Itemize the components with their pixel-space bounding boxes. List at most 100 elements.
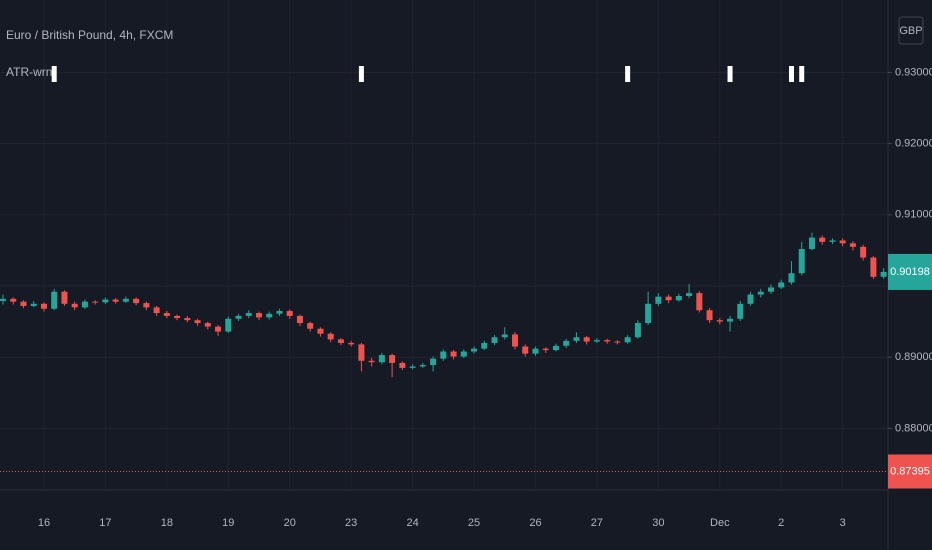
candle-body: [747, 294, 754, 304]
y-tick-label: 0.91000: [895, 209, 932, 221]
candle-body: [614, 341, 621, 343]
candle-body: [573, 337, 580, 341]
candle-body: [51, 291, 58, 309]
candle-body: [102, 299, 109, 303]
candle-body: [471, 348, 478, 352]
atr-warning: [788, 66, 794, 82]
candle-body: [81, 301, 88, 308]
chart-title: Euro / British Pound, 4h, FXCM: [6, 28, 173, 42]
candle-body: [40, 303, 47, 309]
x-tick-label: 23: [345, 517, 357, 529]
indicator-label: ATR-wrn: [6, 65, 52, 79]
candle-body: [30, 303, 37, 306]
x-tick-label: 3: [840, 517, 846, 529]
candle-body: [153, 307, 160, 314]
reference-price-label: 0.87395: [890, 465, 930, 477]
reference-price-box: [888, 454, 932, 489]
candle-body: [501, 334, 508, 338]
candle-body: [880, 271, 887, 277]
last-price-box: [888, 253, 932, 290]
x-tick-label: Dec: [710, 517, 730, 529]
candle-body: [307, 323, 314, 329]
candle-body: [133, 298, 140, 304]
candle-body: [71, 303, 78, 308]
candle-body: [634, 323, 641, 338]
candle-body: [215, 326, 222, 332]
atr-warning: [51, 66, 57, 82]
candle-body: [296, 315, 303, 324]
x-tick-label: 18: [161, 517, 173, 529]
candle-body: [675, 295, 682, 301]
candle-body: [860, 246, 867, 258]
candle-body: [378, 355, 385, 363]
candle-body: [317, 328, 324, 334]
candle-body: [348, 342, 355, 345]
candle-body: [849, 243, 856, 247]
candle-body: [757, 291, 764, 295]
candle-body: [624, 337, 631, 343]
candle-body: [20, 301, 27, 306]
candle-body: [112, 299, 119, 302]
x-tick-label: 16: [38, 517, 50, 529]
x-tick-label: 19: [222, 517, 234, 529]
candle-body: [440, 351, 447, 359]
candle-body: [92, 301, 99, 303]
candle-body: [768, 287, 774, 292]
x-tick-label: 26: [529, 517, 541, 529]
candle-body: [0, 298, 6, 301]
candle-body: [163, 313, 170, 316]
candle-body: [583, 337, 590, 342]
candle-body: [256, 313, 262, 318]
candle-body: [716, 320, 723, 322]
candle-body: [460, 351, 467, 357]
x-tick-label: 20: [284, 517, 296, 529]
candle-body: [327, 333, 334, 340]
candle-body: [819, 237, 826, 242]
currency[interactable]: GBP: [899, 25, 922, 37]
candle-body: [368, 360, 375, 363]
grid: [0, 71, 888, 429]
candle-body: [481, 342, 488, 349]
candle-body: [491, 337, 498, 343]
candle-body: [532, 348, 539, 354]
candle-body: [798, 248, 805, 274]
candle-body: [542, 348, 549, 351]
candle-body: [522, 346, 529, 354]
atr-warning: [358, 66, 364, 82]
x-tick-label: 24: [406, 517, 418, 529]
candle-body: [286, 310, 293, 316]
candle-body: [194, 320, 201, 324]
candle-body: [665, 296, 672, 301]
candle-body: [808, 237, 815, 249]
candle-body: [419, 365, 426, 367]
candle-body: [337, 339, 344, 343]
candle-body: [645, 303, 652, 324]
axes: 0.880000.890000.900000.910000.920000.930…: [38, 66, 932, 529]
candle-body: [839, 240, 846, 244]
y-tick-label: 0.88000: [895, 422, 932, 434]
candle-body: [696, 293, 703, 311]
x-tick-label: 27: [591, 517, 603, 529]
candle-body: [389, 355, 396, 363]
candle-body: [266, 313, 273, 318]
candle-body: [409, 366, 416, 368]
y-tick-label: 0.89000: [895, 351, 932, 363]
atr-warning: [727, 66, 733, 82]
candle-body: [788, 273, 795, 283]
candle-body: [655, 296, 662, 304]
x-tick-label: 25: [468, 517, 480, 529]
candle-body: [174, 315, 181, 319]
candle-body: [706, 310, 713, 321]
candle-body: [245, 313, 252, 316]
candle-body: [61, 291, 68, 304]
candle-body: [870, 257, 877, 277]
last-price-label: 0.90198: [890, 266, 930, 278]
y-tick-label: 0.93000: [895, 66, 932, 78]
x-tick-label: 2: [778, 517, 784, 529]
y-tick-label: 0.92000: [895, 138, 932, 150]
candle-body: [778, 282, 785, 288]
currency-box[interactable]: [898, 16, 924, 45]
candle-body: [737, 303, 744, 319]
